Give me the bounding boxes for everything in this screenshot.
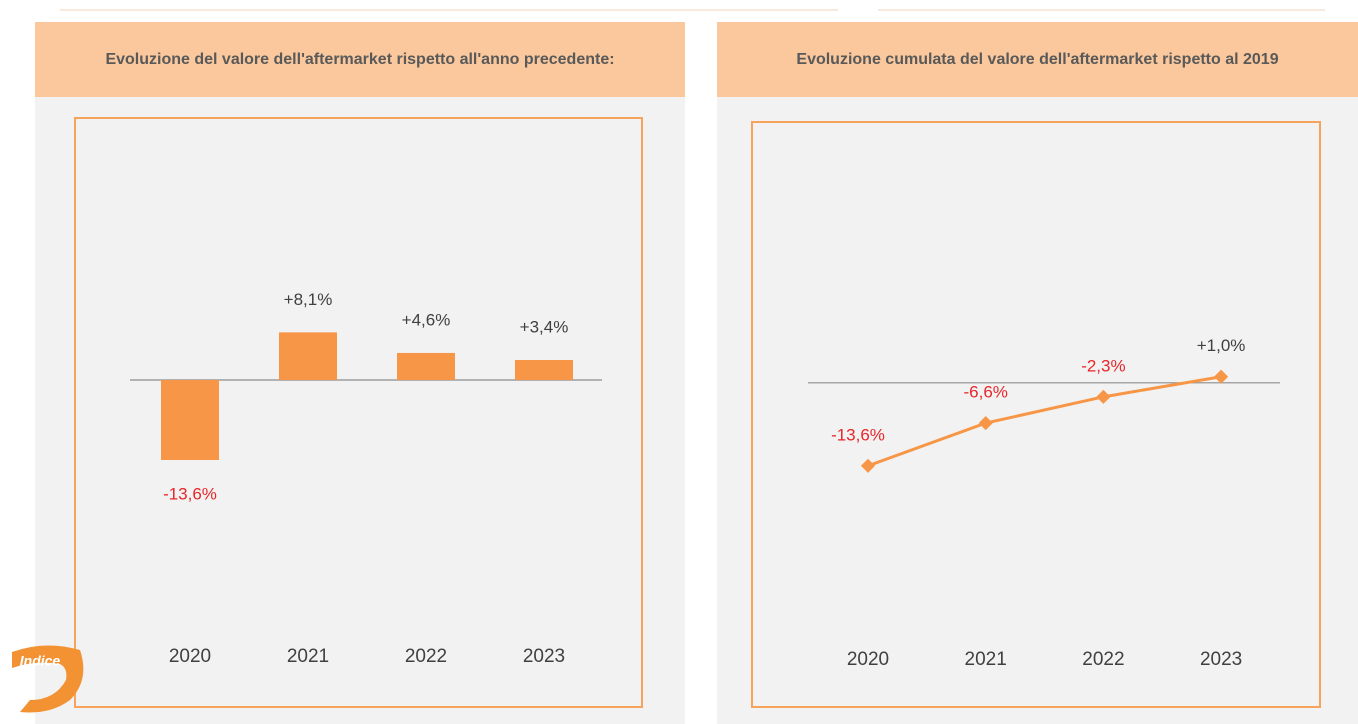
line: [867, 375, 1222, 468]
chart-frame: [74, 117, 643, 708]
marker: [1096, 389, 1111, 404]
left-panel: [35, 22, 685, 724]
x-tick-label: 2023: [523, 646, 565, 667]
bar: [515, 360, 573, 380]
marker: [860, 458, 876, 473]
bar: [161, 380, 219, 460]
x-tick-label: 2020: [169, 646, 211, 667]
badge-label: Indice: [20, 653, 61, 669]
x-tick-label: 2022: [405, 646, 447, 667]
marker: [1214, 369, 1229, 384]
data-label: +4,6%: [402, 310, 451, 329]
chart-title: Evoluzione cumulata del valore dell'afte…: [717, 22, 1358, 97]
bar: [397, 352, 455, 380]
data-label: -13,6%: [163, 484, 217, 503]
data-label: +1,0%: [1197, 336, 1246, 355]
data-label: -2,3%: [1081, 356, 1125, 375]
data-label: -13,6%: [831, 425, 885, 444]
badge: Indice: [12, 645, 84, 713]
x-tick-label: 2020: [847, 649, 889, 670]
x-tick-label: 2021: [287, 646, 329, 667]
data-label: +8,1%: [284, 290, 333, 309]
right-panel: [717, 22, 1358, 724]
x-tick-label: 2023: [1200, 649, 1242, 670]
data-label: +3,4%: [520, 317, 569, 336]
chart-title: Evoluzione del valore dell'aftermarket r…: [35, 22, 685, 97]
badge-ribbon: [12, 645, 84, 713]
x-tick-label: 2021: [965, 649, 1007, 670]
marker: [978, 416, 993, 431]
x-tick-label: 2022: [1082, 649, 1124, 670]
data-label: -6,6%: [963, 383, 1007, 402]
bar: [279, 332, 337, 380]
chart-frame: [751, 121, 1321, 708]
